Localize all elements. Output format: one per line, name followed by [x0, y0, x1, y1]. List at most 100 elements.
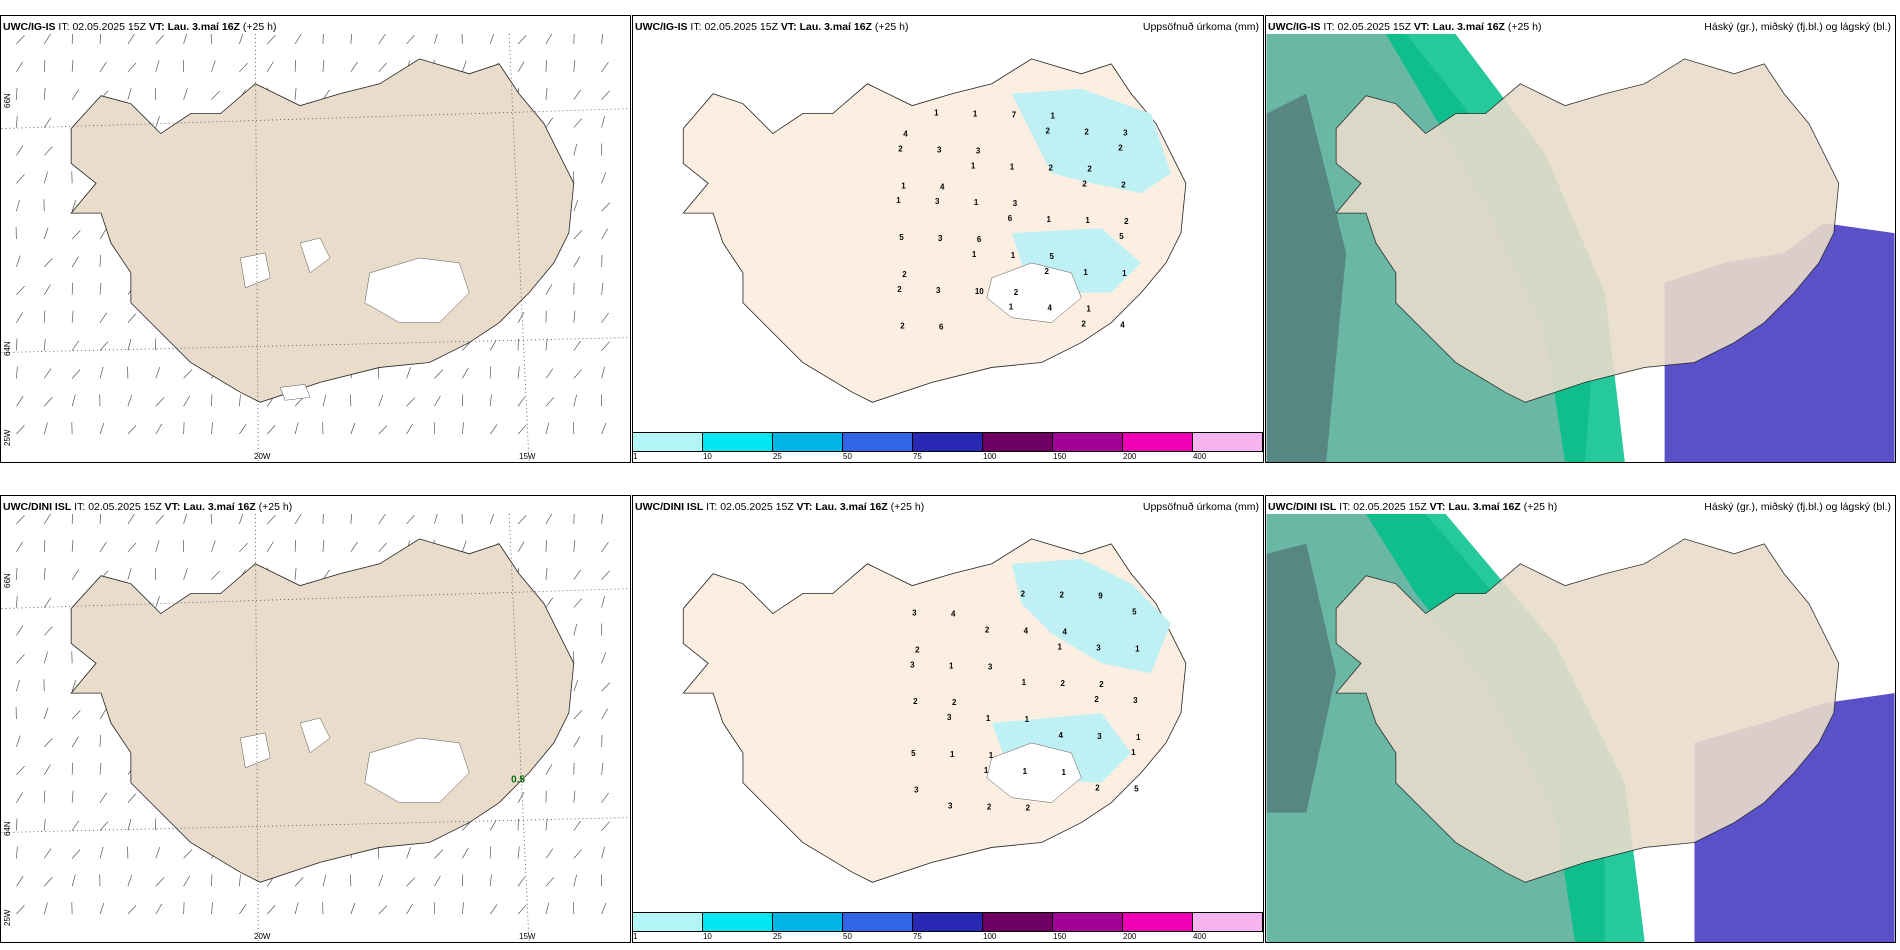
- wind-barb: [16, 425, 25, 435]
- wind-barb: [294, 34, 302, 45]
- iceland-landmass: [1335, 538, 1840, 883]
- wind-barb: [461, 60, 467, 72]
- wind-barb: [71, 874, 76, 887]
- wind-barb: [71, 790, 74, 803]
- panel-header: UWC/IG-IS IT: 02.05.2025 15Z VT: Lau. 3.…: [1268, 21, 1541, 33]
- precip-value-label: 1: [1061, 768, 1066, 777]
- wind-barb: [545, 368, 554, 379]
- wind-barb: [16, 396, 24, 407]
- wind-barb: [99, 312, 108, 323]
- wind-barb: [517, 35, 527, 45]
- wind-barb: [183, 514, 187, 525]
- wind-barb: [573, 118, 583, 128]
- panel-cloud-igis: UWC/IG-IS IT: 02.05.2025 15Z VT: Lau. 3.…: [1265, 15, 1896, 463]
- wind-barb: [545, 87, 548, 100]
- wind-barb: [16, 145, 24, 156]
- scale-swatch: [983, 433, 1053, 451]
- wind-barb: [601, 651, 607, 664]
- wind-barb: [601, 595, 606, 608]
- wind-barb: [517, 904, 527, 915]
- vt-label: VT:: [780, 21, 797, 33]
- precip-value-label: 2: [900, 322, 905, 331]
- wind-barb: [489, 340, 497, 351]
- precip-value-label: 10: [975, 287, 984, 296]
- precip-value-label: 1: [974, 198, 979, 207]
- precip-value-label: 1: [1086, 305, 1091, 314]
- it-label: IT:: [706, 501, 718, 513]
- precip-value-label: 1: [1057, 642, 1062, 651]
- wind-barb: [266, 61, 274, 73]
- glacier-hofsjokull: [240, 252, 271, 289]
- wind-barb: [155, 540, 160, 552]
- precip-value-label: 1: [973, 110, 978, 119]
- wind-barb: [545, 338, 548, 351]
- wind-barb: [211, 422, 213, 435]
- precip-area: [1011, 88, 1171, 194]
- precip-value-label: 2: [1118, 143, 1123, 152]
- it-label: IT:: [1323, 21, 1335, 33]
- glacier-white: [986, 262, 1082, 323]
- wind-barb: [16, 115, 18, 128]
- wind-barb: [155, 847, 161, 859]
- wind-barb: [573, 256, 581, 268]
- wind-barb: [517, 366, 520, 379]
- precip-color-scale: [633, 432, 1263, 452]
- wind-barb: [183, 875, 191, 887]
- wind-barb: [239, 514, 244, 525]
- glacier-myrdalsjokull: [279, 384, 311, 401]
- panel-title: Háský (gr.), miðský (fj.bl.) og lágský (…: [1704, 501, 1891, 513]
- scale-swatch: [633, 913, 703, 931]
- precip-value-label: 1: [1136, 733, 1141, 742]
- wind-barb: [601, 792, 609, 803]
- wind-barb: [99, 902, 105, 915]
- wind-barb: [322, 34, 324, 44]
- wind-barb: [294, 539, 297, 552]
- wind-barb: [155, 514, 165, 525]
- precip-value-label: 2: [1084, 128, 1089, 137]
- wind-barb: [16, 34, 25, 45]
- wind-barb: [517, 61, 525, 73]
- precip-value-label: 1: [1131, 748, 1136, 757]
- precip-value-label: 2: [1026, 804, 1031, 813]
- wind-barb: [211, 90, 220, 100]
- precip-value-label: 2: [915, 645, 920, 654]
- wind-barb: [266, 515, 276, 525]
- wind-barb: [489, 904, 498, 915]
- wind-barb: [43, 848, 52, 859]
- wind-barb: [16, 312, 23, 323]
- glacier-vatnajokull: [364, 737, 470, 803]
- scale-swatch: [1193, 433, 1263, 451]
- wind-barb: [44, 257, 53, 268]
- precip-value-label: 1: [1122, 269, 1127, 278]
- precip-value-label: 2: [1095, 784, 1100, 793]
- scale-swatch: [913, 913, 983, 931]
- wind-barb: [71, 369, 81, 379]
- wind-barb: [99, 366, 104, 379]
- valid-time: Lau. 3.maí 16Z: [1432, 21, 1505, 33]
- wind-barb: [294, 902, 299, 915]
- wind-barb: [71, 679, 77, 692]
- wind-barb: [294, 87, 297, 100]
- precip-value-label: 2: [1014, 288, 1019, 297]
- scale-tick-label: 400: [1192, 932, 1207, 941]
- wind-barb: [322, 874, 327, 887]
- wind-barb: [378, 514, 386, 525]
- panel-title: Háský (gr.), miðský (fj.bl.) og lágský (…: [1704, 21, 1891, 33]
- wind-barb: [183, 849, 193, 859]
- scale-tick-label: 400: [1192, 452, 1207, 461]
- model-label: UWC/DINI ISL: [635, 501, 704, 513]
- wind-barb: [183, 34, 187, 45]
- wind-barb: [489, 820, 497, 831]
- vt-label: VT:: [148, 21, 165, 33]
- wind-barb: [545, 117, 554, 128]
- wind-barb: [378, 394, 384, 407]
- precip-value-label: 2: [1021, 590, 1026, 599]
- vt-label: VT:: [796, 501, 813, 513]
- wind-barb: [601, 708, 608, 720]
- precip-value-label: 2: [1081, 320, 1086, 329]
- precip-scale-ticks: 1 10 25 50 75 100 150 200 400: [633, 452, 1263, 462]
- precip-value-label: 3: [1097, 732, 1102, 741]
- wind-barb: [99, 792, 108, 803]
- precip-value-label: 3: [948, 802, 953, 811]
- precip-value-label: 4: [1024, 626, 1029, 635]
